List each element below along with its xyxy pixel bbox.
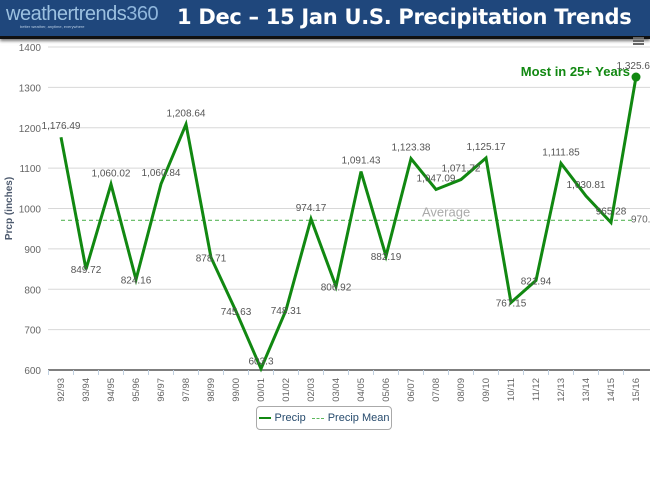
x-tick-label: 09/10 [481, 378, 492, 402]
x-tick-label: 97/98 [181, 378, 192, 402]
data-label: 806.92 [321, 282, 352, 293]
data-label: 1,176.49 [42, 121, 81, 132]
data-label: 878.71 [196, 253, 227, 264]
data-label: 882.19 [371, 252, 402, 263]
x-tick-label: 01/02 [281, 378, 292, 402]
x-tick-label: 93/94 [81, 378, 92, 402]
data-label: 1,047.09 [417, 173, 456, 184]
data-label: 1,123.38 [392, 143, 431, 154]
mean-data-label: 970.8 [631, 214, 650, 225]
chart-menu-icon[interactable] [633, 36, 644, 46]
y-tick-label: 1200 [19, 124, 42, 135]
data-label: 1,060.02 [92, 168, 131, 179]
average-annotation: Average [422, 204, 470, 219]
data-label: 974.17 [296, 203, 327, 214]
data-label: 821.94 [521, 276, 552, 287]
x-tick-label: 10/11 [506, 378, 517, 401]
x-tick-label: 15/16 [631, 378, 642, 402]
data-label: 965.28 [596, 207, 627, 218]
data-label: 849.72 [71, 265, 102, 276]
data-label: 824.16 [121, 275, 152, 286]
x-tick-label: 11/12 [531, 378, 542, 401]
x-tick-label: 00/01 [256, 378, 267, 402]
data-label: 767.15 [496, 299, 527, 310]
data-label: 603.3 [248, 357, 273, 368]
y-tick-label: 800 [24, 285, 41, 296]
logo-tagline: better weather, anytime, everywhere [20, 24, 85, 29]
x-tick-label: 13/14 [581, 378, 592, 402]
x-tick-label: 98/99 [206, 378, 217, 402]
data-label: 1,325.62 [617, 61, 650, 72]
data-label: 745.63 [221, 307, 252, 318]
y-tick-label: 1000 [19, 205, 42, 216]
data-label: 748.31 [271, 306, 302, 317]
data-label: 1,208.64 [167, 108, 206, 119]
data-label: 1,125.17 [467, 142, 506, 153]
logo: weathertrends360 [6, 3, 159, 25]
y-tick-label: 900 [24, 245, 41, 256]
x-tick-label: 14/15 [606, 378, 617, 402]
y-axis-label: Prcp (inches) [4, 177, 15, 240]
x-tick-label: 94/95 [106, 378, 117, 402]
y-tick-label: 700 [24, 326, 41, 337]
chart-legend: Precip Precip Mean [256, 406, 392, 430]
x-tick-label: 04/05 [356, 378, 367, 402]
x-tick-label: 05/06 [381, 378, 392, 402]
legend-item-precip[interactable]: Precip [258, 412, 306, 424]
data-label: 1,111.85 [542, 147, 580, 158]
x-tick-label: 99/00 [231, 378, 242, 402]
data-label: 1,060.84 [142, 168, 181, 179]
page-title: 1 Dec – 15 Jan U.S. Precipitation Trends [177, 5, 632, 29]
x-tick-label: 07/08 [431, 378, 442, 402]
x-tick-label: 02/03 [306, 378, 317, 402]
y-tick-label: 600 [24, 366, 41, 377]
x-tick-label: 06/07 [406, 378, 417, 402]
data-label: 1,091.43 [342, 156, 381, 167]
data-label: 1,071.72 [442, 164, 481, 175]
x-tick-label: 96/97 [156, 378, 167, 402]
data-label: 1,030.81 [567, 180, 606, 191]
precip-line [59, 76, 638, 373]
y-tick-label: 1300 [19, 83, 42, 94]
header-bar: weathertrends360 better weather, anytime… [0, 0, 650, 39]
x-tick-label: 12/13 [556, 378, 567, 402]
legend-item-precip-mean[interactable]: Precip Mean [311, 412, 389, 424]
y-tick-label: 1100 [19, 164, 41, 175]
x-tick-label: 95/96 [131, 378, 142, 402]
record-annotation: Most in 25+ Years [521, 64, 630, 79]
x-tick-label: 08/09 [456, 378, 467, 402]
y-tick-label: 1400 [19, 43, 42, 54]
x-tick-label: 03/04 [331, 378, 342, 402]
highlight-point [631, 72, 641, 82]
x-tick-label: 92/93 [56, 378, 67, 402]
